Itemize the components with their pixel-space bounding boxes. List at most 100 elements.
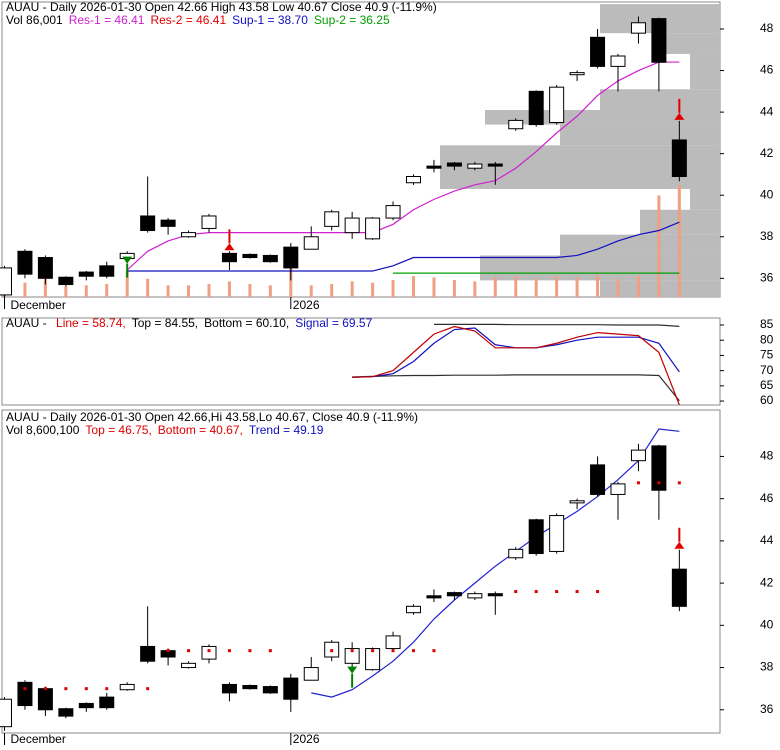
candle-body bbox=[426, 165, 442, 169]
y-tick-label: 38 bbox=[760, 660, 774, 674]
volume-bar bbox=[207, 283, 211, 297]
y-tick-label: 46 bbox=[760, 491, 774, 505]
volume-bar bbox=[493, 277, 497, 297]
title-segment: Vol 8,600,100 bbox=[6, 423, 80, 437]
volume-profile-bar bbox=[600, 89, 720, 111]
candle-body bbox=[630, 449, 646, 462]
panel-frame bbox=[1, 317, 721, 406]
candle-body bbox=[630, 22, 646, 34]
volume-bar bbox=[391, 280, 395, 297]
volume-bar bbox=[677, 185, 681, 297]
top-dot bbox=[636, 481, 640, 485]
candle-body bbox=[467, 593, 483, 599]
title-segment: AUAU - Daily 2026-01-30 Open 42.66 High … bbox=[6, 0, 437, 14]
volume-bar bbox=[289, 264, 293, 297]
candle-body bbox=[569, 72, 585, 76]
candle-body bbox=[385, 205, 401, 219]
volume-bar bbox=[125, 270, 129, 297]
candle-body bbox=[344, 648, 360, 664]
candle-body bbox=[303, 236, 319, 250]
volume-bar bbox=[412, 276, 415, 297]
title-segment: Trend = 49.19 bbox=[249, 423, 324, 437]
y-tick-label: 36 bbox=[760, 270, 774, 284]
y-tick-label: 46 bbox=[760, 63, 774, 77]
top-dot bbox=[534, 590, 538, 594]
arrow-head bbox=[674, 541, 685, 549]
y-tick-label: 38 bbox=[760, 229, 774, 243]
arrow-head bbox=[122, 256, 133, 264]
volume-profile-bar bbox=[560, 234, 720, 256]
volume-bar bbox=[350, 281, 354, 297]
volume-bar bbox=[166, 285, 170, 297]
candle-body bbox=[37, 688, 53, 711]
candle-body bbox=[365, 217, 381, 240]
top-dot bbox=[268, 649, 272, 653]
y-tick-label: 42 bbox=[760, 146, 774, 160]
top-dot bbox=[105, 687, 109, 691]
title-segment: Line = 58.74, bbox=[56, 316, 126, 330]
title-segment: Sup-1 = 38.70 bbox=[232, 13, 308, 27]
candle-body bbox=[242, 685, 258, 690]
candle-body bbox=[78, 702, 94, 709]
candle-body bbox=[426, 595, 442, 599]
panel-title: Vol 8,600,100 Top = 46.75, Bottom = 40.67,… bbox=[6, 423, 324, 437]
candle-body bbox=[0, 698, 12, 728]
title-segment: Bottom = 60.10, bbox=[204, 316, 289, 330]
candle-body bbox=[406, 176, 421, 184]
buy-arrow bbox=[347, 666, 358, 688]
volume-bar bbox=[268, 285, 272, 297]
indicator-line bbox=[127, 221, 680, 272]
candle-body bbox=[262, 686, 278, 694]
volume-bar bbox=[636, 276, 640, 297]
top-dot bbox=[227, 649, 231, 653]
top-dot bbox=[432, 649, 436, 653]
title-segment: Bottom = 40.67, bbox=[158, 423, 243, 437]
candle-body bbox=[365, 648, 381, 671]
y-tick-label: 42 bbox=[760, 575, 774, 589]
top-dot bbox=[23, 687, 27, 691]
volume-bar bbox=[23, 282, 27, 297]
volume-profile-bar bbox=[690, 53, 720, 90]
candle-body bbox=[181, 232, 197, 238]
candle-body bbox=[303, 667, 319, 681]
y-tick-label: 85 bbox=[760, 317, 774, 331]
x-tick-label: 2026 bbox=[293, 732, 320, 745]
candle-body bbox=[262, 254, 278, 263]
title-segment: Vol 86,001 bbox=[6, 13, 63, 27]
volume-bar bbox=[227, 281, 231, 297]
volume-profile-bar bbox=[485, 110, 720, 125]
title-segment: Top = 84.55, bbox=[132, 316, 198, 330]
y-tick-label: 40 bbox=[760, 187, 774, 201]
indicator-line bbox=[352, 374, 680, 402]
top-dot bbox=[187, 649, 191, 653]
top-dot bbox=[677, 481, 681, 485]
candle-body bbox=[508, 548, 524, 559]
y-tick-label: 80 bbox=[760, 332, 774, 346]
top-dot bbox=[64, 687, 68, 691]
candle-body bbox=[324, 211, 340, 227]
volume-bar bbox=[309, 285, 313, 297]
candle-body bbox=[140, 215, 156, 232]
volume-bar bbox=[657, 195, 661, 297]
x-tick-label: December bbox=[11, 732, 66, 745]
volume-bar bbox=[105, 283, 109, 297]
title-segment: AUAU - bbox=[6, 316, 50, 330]
volume-bar bbox=[330, 283, 334, 297]
candle-body bbox=[569, 500, 585, 504]
indicator-line bbox=[433, 323, 680, 327]
arrow-head bbox=[347, 666, 358, 674]
buy-arrow bbox=[122, 256, 133, 278]
volume-bar bbox=[452, 280, 456, 297]
arrow-head bbox=[224, 243, 235, 251]
y-tick-label: 40 bbox=[760, 618, 774, 632]
y-tick-label: 48 bbox=[760, 449, 774, 463]
volume-bar bbox=[371, 282, 375, 297]
y-tick-label: 48 bbox=[760, 21, 774, 35]
y-tick-label: 65 bbox=[760, 378, 774, 392]
top-dot bbox=[350, 649, 354, 653]
volume-bar bbox=[187, 285, 191, 297]
top-dot bbox=[391, 649, 395, 653]
volume-bar bbox=[84, 285, 88, 297]
